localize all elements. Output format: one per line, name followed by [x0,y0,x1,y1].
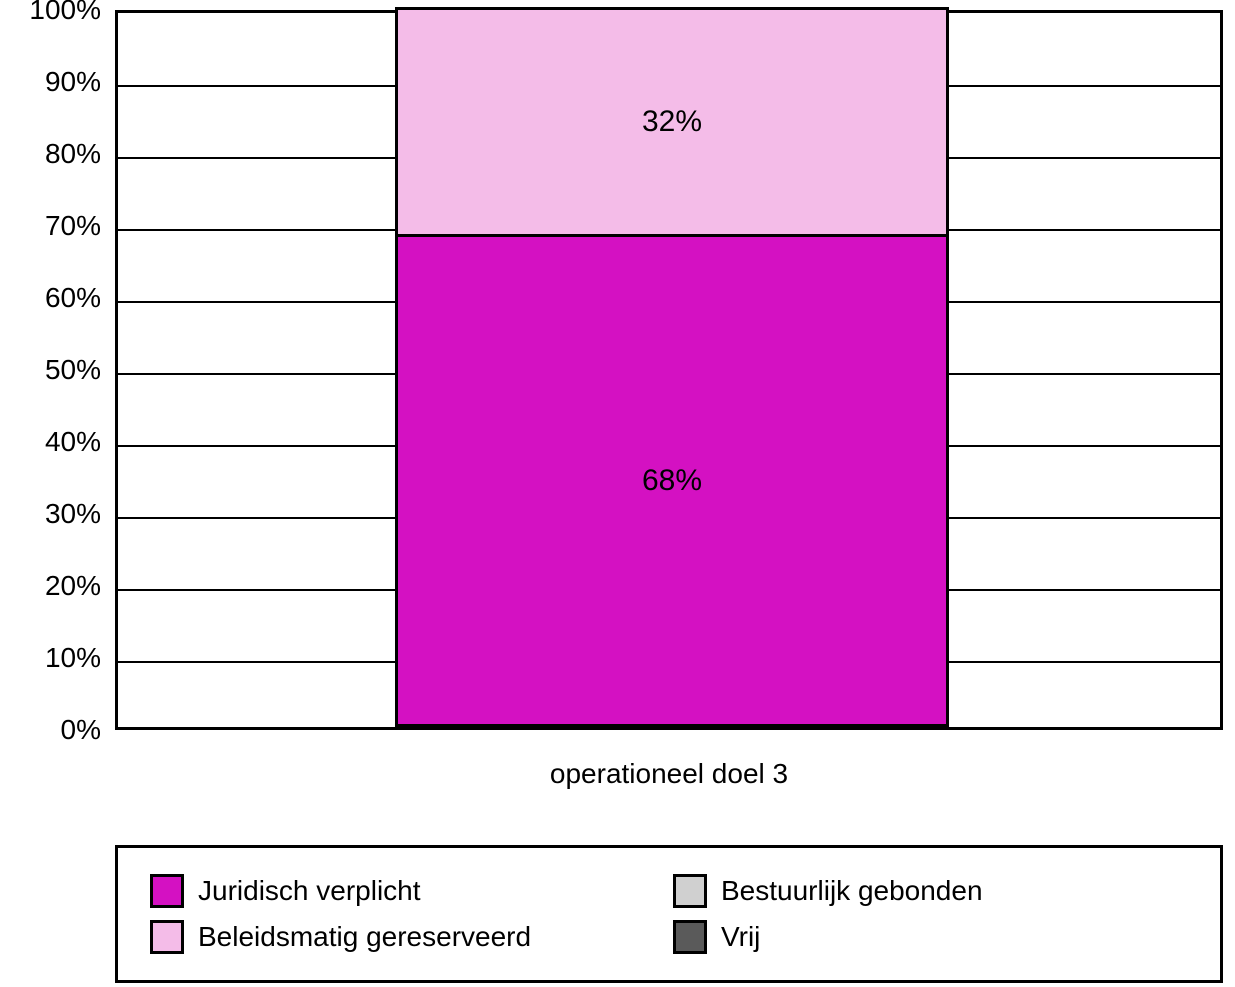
y-tick-label: 90% [0,66,101,98]
legend-label: Beleidsmatig gereserveerd [198,921,531,953]
legend-label: Vrij [721,921,760,953]
legend-label: Juridisch verplicht [198,875,421,907]
y-tick-label: 30% [0,498,101,530]
plot-area: 32% 68% [115,10,1223,730]
y-tick-label: 10% [0,642,101,674]
y-tick-label: 70% [0,210,101,242]
y-tick-label: 100% [0,0,101,26]
bar-group: 32% 68% [395,7,949,727]
legend-item-vrij: Vrij [669,914,1192,960]
legend-swatch [673,874,707,908]
y-tick-label: 50% [0,354,101,386]
legend-label: Bestuurlijk gebonden [721,875,983,907]
category-label: operationeel doel 3 [550,758,788,790]
legend-swatch [150,920,184,954]
y-tick-label: 60% [0,282,101,314]
legend-swatch [673,920,707,954]
bar-segment-beleidsmatig: 32% [395,7,949,237]
y-tick-label: 0% [0,714,101,746]
y-tick-label: 40% [0,426,101,458]
segment-value-label: 32% [642,105,702,139]
y-tick-label: 80% [0,138,101,170]
y-tick-label: 20% [0,570,101,602]
legend-swatch [150,874,184,908]
legend: Juridisch verplicht Bestuurlijk gebonden B… [115,845,1223,983]
chart-container: 32% 68% 0% 10% 20% 30% 40% 50% 60% 70% 80% 90% 100%… [0,0,1235,987]
segment-value-label: 68% [642,464,702,498]
legend-item-juridisch: Juridisch verplicht [146,868,669,914]
bar-segment-juridisch: 68% [395,237,949,727]
legend-item-beleidsmatig: Beleidsmatig gereserveerd [146,914,669,960]
legend-item-bestuurlijk: Bestuurlijk gebonden [669,868,1192,914]
